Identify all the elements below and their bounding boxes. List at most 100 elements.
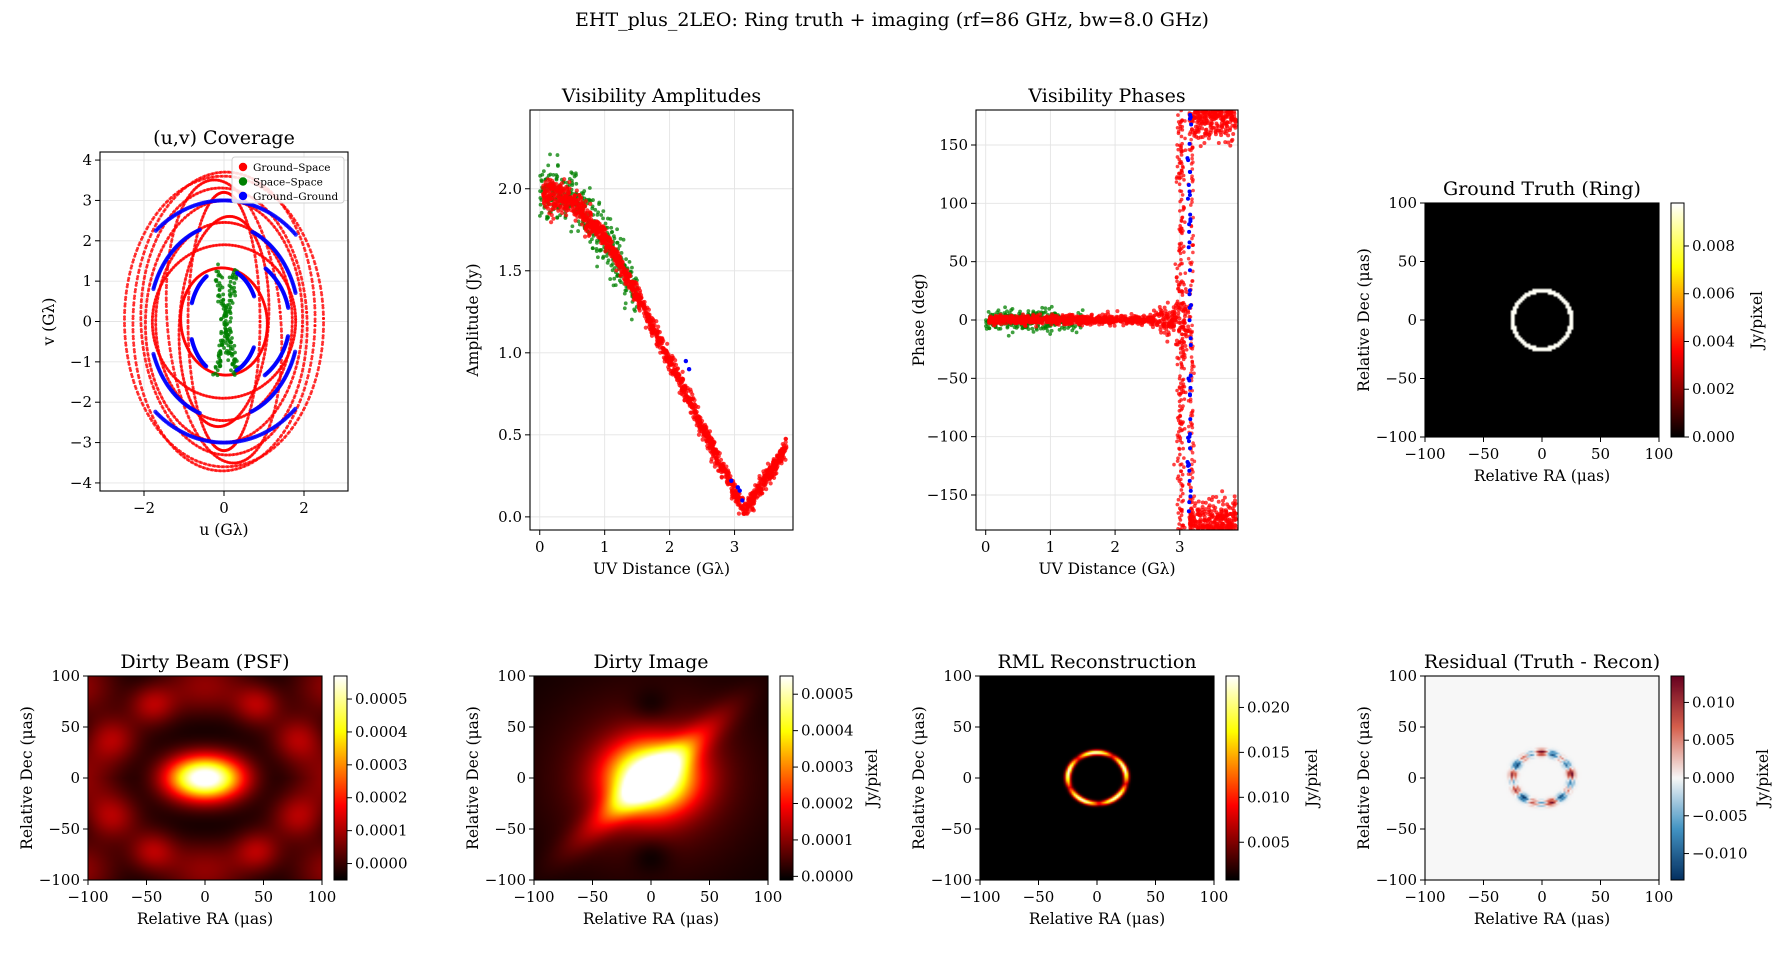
uv-point-ground-space [127, 362, 131, 366]
uv-point-ground-space [281, 368, 285, 372]
uv-point-ground-space [185, 454, 189, 458]
uv-point-ground-space [166, 407, 170, 411]
uv-point-ground-space [316, 272, 320, 276]
y-tick-label: −3 [70, 434, 92, 452]
uv-point-ground-space [140, 235, 144, 239]
uv-point-ground-space [270, 415, 274, 419]
uv-point-ground-space [210, 395, 214, 399]
uv-point-ground-space [290, 325, 294, 329]
amp-point-ground-space [541, 185, 546, 191]
uv-point-ground-space [172, 227, 176, 231]
uv-point-ground-space [264, 310, 268, 314]
uv-point-ground-space [286, 211, 290, 215]
uv-point-ground-space [144, 341, 148, 345]
uv-point-ground-space [131, 337, 135, 341]
uv-point-space-space [218, 283, 223, 288]
uv-point-ground-space [128, 272, 132, 276]
amp-point-space-space [622, 306, 627, 311]
uv-point-ground-space [186, 326, 190, 330]
uv-point-ground-space [258, 337, 262, 341]
uv-point-space-space [228, 340, 232, 345]
uv-point-ground-space [247, 399, 251, 403]
uv-point-ground-space [296, 418, 300, 422]
uv-point-ground-space [164, 292, 168, 296]
uv-point-ground-space [305, 340, 309, 344]
uv-point-ground-space [230, 221, 234, 225]
uv-point-space-space [216, 262, 220, 267]
uv-point-ground-space [142, 250, 146, 254]
uv-point-ground-space [280, 267, 284, 271]
uv-point-ground-space [152, 242, 156, 246]
amp-point-space-space [590, 246, 595, 251]
uv-point-ground-space [131, 330, 135, 334]
uv-point-ground-space [171, 365, 175, 369]
amp-point-space-space [572, 174, 577, 179]
uv-point-ground-space [258, 316, 262, 320]
uv-point-ground-space [211, 175, 215, 179]
uv-point-ground-space [217, 469, 221, 473]
amp-point-ground-space [712, 461, 718, 466]
uv-point-ground-space [256, 360, 260, 364]
uv-point-ground-space [131, 314, 135, 318]
uv-point-ground-space [190, 441, 194, 445]
uv-point-ground-space [169, 353, 173, 357]
uv-point-ground-space [282, 231, 286, 235]
uv-point-ground-space [302, 388, 306, 392]
uv-point-ground-space [130, 372, 134, 376]
amp-point-space-space [619, 280, 623, 285]
uv-point-ground-space [275, 287, 279, 291]
uv-point-ground-space [201, 233, 205, 237]
uv-point-ground-space [207, 176, 211, 180]
uv-point-ground-space [239, 207, 243, 211]
uv-point-ground-space [247, 455, 251, 459]
uv-point-ground-space [144, 314, 148, 318]
uv-point-ground-space [322, 316, 326, 320]
uv-point-ground-space [301, 283, 305, 287]
uv-point-ground-space [179, 359, 183, 363]
uv-point-ground-space [307, 244, 311, 248]
uv-point-ground-space [214, 186, 218, 190]
uv-point-space-space [217, 364, 222, 369]
amp-point-space-space [598, 248, 603, 253]
uv-point-ground-space [181, 290, 185, 294]
uv-point-ground-space [288, 405, 292, 409]
uv-point-ground-space [265, 329, 269, 333]
uv-point-ground-space [166, 199, 170, 203]
amp-point-space-space [612, 236, 617, 241]
uv-point-ground-space [177, 327, 181, 331]
uv-point-ground-space [131, 378, 135, 382]
uv-point-ground-space [316, 368, 320, 372]
amp-point-space-space [587, 198, 592, 203]
uv-point-ground-space [245, 402, 249, 406]
uv-point-ground-space [186, 414, 190, 418]
amp-point-space-space [595, 264, 600, 269]
uv-point-ground-space [166, 376, 170, 380]
uv-point-ground-space [186, 336, 190, 340]
uv-point-ground-space [136, 369, 140, 373]
uv-point-ground-space [317, 278, 321, 282]
uv-point-ground-space [262, 260, 266, 264]
uv-point-ground-space [250, 400, 254, 404]
uv-point-ground-space [280, 274, 284, 278]
uv-point-ground-space [168, 418, 172, 422]
uv-point-ground-space [257, 346, 261, 350]
uv-point-ground-space [172, 253, 176, 257]
uv-point-ground-space [279, 264, 283, 268]
uv-point-ground-space [180, 218, 184, 222]
uv-point-ground-ground [293, 406, 298, 411]
uv-point-ground-space [150, 324, 154, 328]
uv-point-ground-space [166, 328, 170, 332]
uv-point-ground-space [199, 420, 203, 424]
uv-point-ground-space [247, 413, 251, 417]
uv-point-ground-space [238, 466, 242, 470]
uv-point-space-space [232, 281, 237, 286]
uv-point-ground-space [180, 188, 184, 192]
uv-point-ground-space [258, 329, 262, 333]
uv-point-ground-space [251, 396, 255, 400]
uv-point-ground-space [264, 307, 268, 311]
amp-point-ground-space [757, 480, 762, 485]
uv-point-ground-space [315, 372, 319, 376]
uv-point-ground-space [214, 418, 218, 422]
uv-point-ground-space [177, 260, 181, 264]
uv-point-ground-space [293, 218, 297, 222]
